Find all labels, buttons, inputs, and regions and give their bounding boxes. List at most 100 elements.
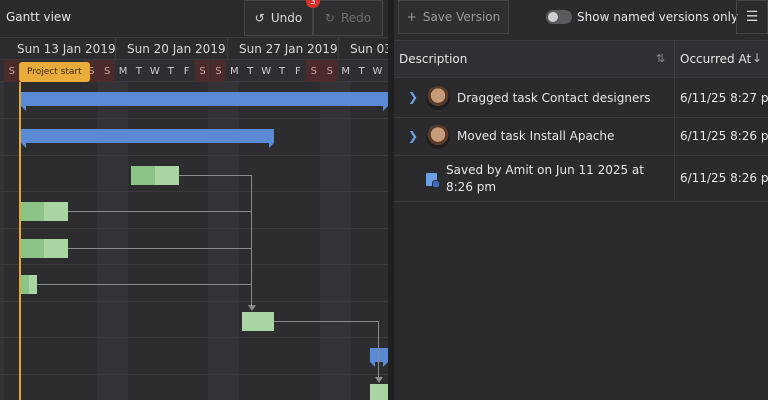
chevron-right-icon[interactable]: ❯ <box>408 90 419 104</box>
task-progress <box>21 202 44 221</box>
day-cell: M <box>230 65 239 77</box>
day-cell: S <box>306 60 322 82</box>
day-cell: S <box>322 60 338 82</box>
weekend-column <box>0 82 4 400</box>
task-progress <box>21 275 29 294</box>
task-progress <box>21 239 44 258</box>
dependency-line <box>68 248 252 249</box>
undo-label: Undo <box>270 11 303 25</box>
grid-row-line <box>0 118 388 119</box>
weekend-column <box>320 82 351 400</box>
dependency-arrow <box>375 377 383 383</box>
task-bar[interactable] <box>242 312 274 331</box>
parent-task-bar[interactable] <box>370 348 388 367</box>
day-cell: S <box>99 60 115 82</box>
day-cell: F <box>183 65 190 77</box>
day-cell: T <box>278 65 286 77</box>
week-label: Sun 03 <box>350 42 388 56</box>
day-cell: T <box>247 65 254 77</box>
redo-label: Redo <box>340 11 372 25</box>
gantt-title: Gantt view <box>6 10 72 24</box>
week-header: Sun 13 Jan 2019 Sun 20 Jan 2019 Sun 27 J… <box>0 38 388 60</box>
task-bar[interactable] <box>21 202 68 221</box>
day-cell: T <box>358 65 365 77</box>
column-separator <box>674 79 675 117</box>
versions-panel: + Save Version Show named versions only … <box>394 0 768 400</box>
dependency-arrow <box>248 305 256 311</box>
row-description: Dragged task Contact designers <box>457 91 651 105</box>
column-separator[interactable] <box>674 41 675 79</box>
versions-toolbar: + Save Version Show named versions only … <box>394 0 768 38</box>
menu-button[interactable]: ☰ <box>736 0 768 34</box>
undo-icon: ↺ <box>254 11 265 25</box>
hamburger-icon: ☰ <box>745 9 759 25</box>
row-occurred-at: 6/11/25 8:26 pm <box>680 171 768 185</box>
gantt-panel: Gantt view ↺ Undo ↻ Redo 3 Sun 13 Jan 20… <box>0 0 388 400</box>
task-bar[interactable] <box>21 239 68 258</box>
row-occurred-at: 6/11/25 8:27 pm <box>680 91 768 105</box>
gantt-grid[interactable] <box>0 82 388 400</box>
task-bar[interactable] <box>370 384 388 400</box>
user-avatar <box>426 86 450 110</box>
user-avatar <box>426 125 450 149</box>
day-cell: W <box>261 65 272 77</box>
column-header-occurred-at[interactable]: Occurred At <box>680 52 752 66</box>
row-description: Saved by Amit on Jun 11 2025 at 8:26 pm <box>446 163 644 194</box>
versions-table-header: Description ⇅ Occurred At ↓ <box>394 40 768 79</box>
column-separator <box>674 118 675 155</box>
dependency-line <box>378 321 379 377</box>
sort-desc-icon[interactable]: ↓ <box>752 51 763 65</box>
dependency-line <box>37 284 252 285</box>
day-cell: S <box>194 60 211 82</box>
panel-splitter[interactable] <box>388 0 394 400</box>
file-save-icon <box>426 173 440 188</box>
day-cell: M <box>341 65 350 77</box>
named-versions-label: Show named versions only <box>577 10 739 24</box>
grid-row-line <box>0 228 388 229</box>
grid-row-line <box>0 301 388 302</box>
dependency-line <box>179 175 252 176</box>
gantt-timeline[interactable]: Sun 13 Jan 2019 Sun 20 Jan 2019 Sun 27 J… <box>0 38 388 400</box>
task-progress <box>131 166 155 185</box>
grid-row-line <box>0 264 388 265</box>
week-label: Sun 20 Jan 2019 <box>127 42 226 56</box>
grid-row-line <box>0 191 388 192</box>
sort-icon[interactable]: ⇅ <box>656 52 666 65</box>
parent-task-bar[interactable] <box>21 129 274 148</box>
table-row[interactable]: ❯ Moved task Install Apache 6/11/25 8:26… <box>394 118 768 156</box>
table-row[interactable]: ❯ Dragged task Contact designers 6/11/25… <box>394 79 768 118</box>
plus-icon: + <box>406 10 417 24</box>
undo-count-badge: 3 <box>306 0 320 8</box>
column-separator <box>674 156 675 201</box>
week-separator <box>115 38 116 60</box>
grid-row-line <box>0 337 388 338</box>
dependency-line <box>251 175 252 305</box>
week-label: Sun 13 Jan 2019 <box>17 42 116 56</box>
grid-row-line <box>0 155 388 156</box>
chevron-right-icon[interactable]: ❯ <box>408 129 419 143</box>
parent-task-bar[interactable] <box>21 92 388 111</box>
day-cell: S <box>210 60 227 82</box>
dependency-line <box>68 211 252 212</box>
redo-button[interactable]: ↻ Redo <box>313 0 383 36</box>
week-separator <box>338 38 339 60</box>
day-cell: W <box>149 65 160 77</box>
named-versions-toggle[interactable] <box>546 10 572 24</box>
week-separator <box>227 38 228 60</box>
save-version-button[interactable]: + Save Version <box>398 0 509 34</box>
day-cell: F <box>295 65 301 77</box>
dependency-line <box>274 321 378 322</box>
task-bar[interactable] <box>131 166 179 185</box>
day-cell: M <box>118 65 128 77</box>
undo-button[interactable]: ↺ Undo <box>244 0 313 36</box>
task-bar[interactable] <box>21 275 37 294</box>
day-cell: W <box>372 65 383 77</box>
gantt-toolbar: Gantt view ↺ Undo ↻ Redo 3 <box>0 0 388 38</box>
week-label: Sun 27 Jan 2019 <box>239 42 338 56</box>
column-header-description[interactable]: Description <box>399 52 468 66</box>
day-cell: S <box>4 60 20 82</box>
table-row[interactable]: Saved by Amit on Jun 11 2025 at 8:26 pm … <box>394 156 768 202</box>
project-start-label: Project start <box>19 62 90 82</box>
redo-icon: ↻ <box>324 11 335 25</box>
row-description: Moved task Install Apache <box>457 129 615 143</box>
